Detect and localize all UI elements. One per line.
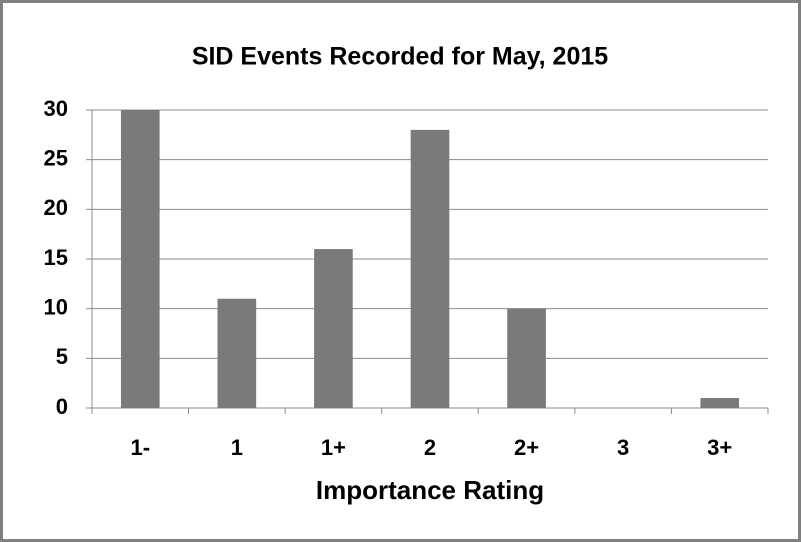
- y-tick-label: 25: [44, 145, 68, 170]
- bar: [120, 110, 160, 408]
- x-tick-label: 3: [617, 435, 629, 460]
- bar: [314, 249, 353, 408]
- y-tick-label: 0: [56, 394, 68, 419]
- y-tick-label: 5: [56, 344, 68, 369]
- x-tick-label: 2+: [514, 435, 539, 460]
- y-tick-label: 20: [44, 195, 68, 220]
- y-tick-label: 10: [44, 294, 68, 319]
- bar: [410, 129, 450, 408]
- bar: [700, 398, 740, 408]
- y-tick-label: 30: [44, 96, 68, 121]
- x-tick-label: 1-: [131, 435, 151, 460]
- x-tick-label: 1+: [321, 435, 346, 460]
- x-axis-title: Importance Rating: [316, 475, 544, 505]
- y-tick-label: 15: [44, 245, 68, 270]
- chart-title: SID Events Recorded for May, 2015: [192, 43, 608, 71]
- bar: [507, 308, 546, 408]
- x-tick-label: 3+: [707, 435, 732, 460]
- x-tick-label: 2: [424, 435, 436, 460]
- x-tick-label: 1: [231, 435, 243, 460]
- bar: [217, 298, 257, 408]
